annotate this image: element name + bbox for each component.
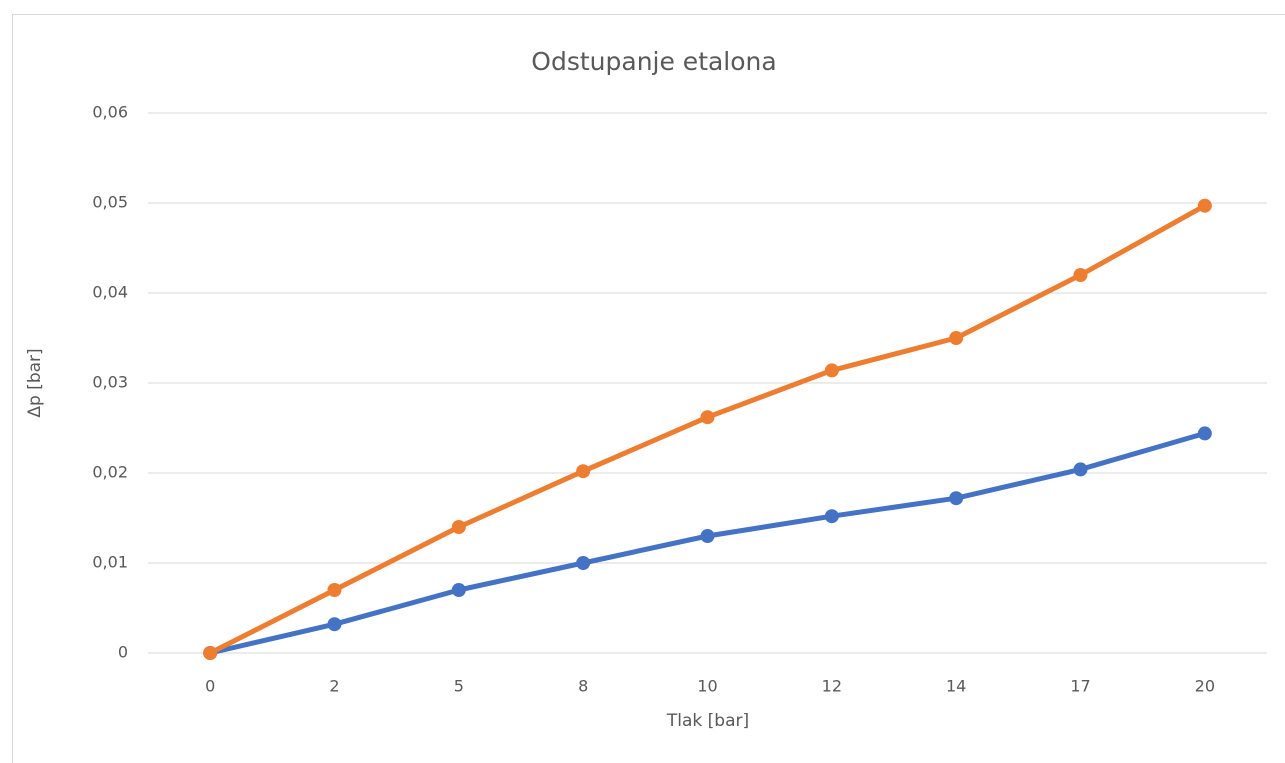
x-tick-label: 5 [454, 677, 464, 696]
x-tick-label: 14 [946, 677, 966, 696]
data-point [1197, 198, 1212, 213]
data-point [327, 583, 342, 597]
y-tick-label: 0,01 [92, 553, 128, 572]
data-point [824, 363, 839, 378]
data-point [700, 410, 715, 425]
data-point [700, 529, 715, 543]
data-point [451, 583, 466, 597]
x-tick-label: 0 [205, 677, 215, 696]
data-point [949, 491, 964, 506]
x-tick-label: 10 [697, 677, 717, 696]
x-axis-label: Tlak [bar] [666, 711, 749, 731]
y-tick-label: 0,05 [92, 193, 128, 212]
data-point [451, 520, 466, 534]
data-point [576, 556, 591, 570]
y-tick-label: 0,03 [92, 373, 128, 392]
data-point [1073, 462, 1088, 477]
data-point [1197, 426, 1212, 441]
data-point [824, 509, 839, 524]
data-point [203, 646, 218, 660]
data-point [949, 331, 964, 345]
y-tick-label: 0,04 [92, 283, 128, 302]
x-tick-label: 17 [1070, 677, 1090, 696]
x-tick-label: 12 [822, 677, 842, 696]
chart-title: Odstupanje etalona [531, 47, 776, 76]
y-axis-label: Δp [bar] [25, 348, 45, 417]
x-tick-label: 2 [329, 677, 339, 696]
x-tick-label: 8 [578, 677, 588, 696]
data-point [1073, 268, 1088, 282]
chart-frame [12, 14, 1285, 763]
data-point [327, 617, 342, 632]
y-tick-label: 0 [118, 643, 128, 662]
data-point [576, 464, 591, 479]
y-tick-label: 0,06 [92, 103, 128, 122]
y-tick-label: 0,02 [92, 463, 128, 482]
x-tick-label: 20 [1195, 677, 1215, 696]
